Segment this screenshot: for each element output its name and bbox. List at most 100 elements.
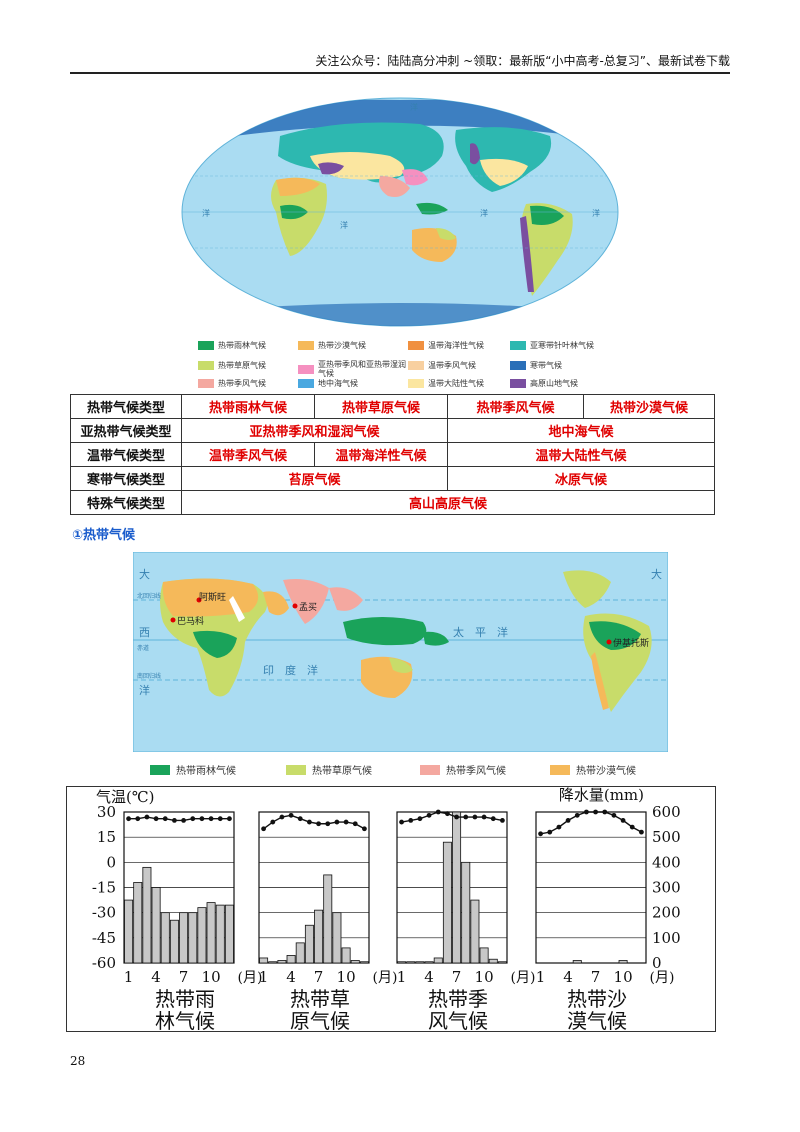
page-number: 28 <box>70 1054 86 1068</box>
map1-ocean-label: 洋 <box>202 208 210 218</box>
table-row: 热带气候类型 热带雨林气候 热带草原气候 热带季风气候 热带沙漠气候 <box>70 394 715 419</box>
panel-title-line2: 风气候 <box>428 1009 488 1030</box>
temperature-point <box>620 817 626 823</box>
temperature-point <box>463 814 469 820</box>
legend-item: 热带草原气候 <box>286 762 372 777</box>
legend-swatch <box>298 364 314 374</box>
table-cell: 温带季风气候 <box>181 442 315 467</box>
precipitation-bar <box>151 887 161 964</box>
precipitation-bar <box>224 904 234 964</box>
temperature-point <box>399 819 404 825</box>
temperature-point <box>639 829 644 835</box>
x-unit-label: (月) <box>238 970 263 986</box>
legend-swatch <box>286 764 306 775</box>
precipitation-bar <box>179 912 189 964</box>
precipitation-bar <box>197 907 207 964</box>
legend-swatch <box>408 361 424 370</box>
temperature-point <box>227 816 232 822</box>
precipitation-bar <box>442 841 452 964</box>
temperature-point <box>435 809 441 815</box>
header-rule <box>70 72 730 74</box>
city-label-aswan: 阿斯旺 <box>199 591 226 603</box>
equator-label: 赤道 <box>137 644 149 652</box>
temperature-point <box>426 812 432 818</box>
x-tick-label: 1 <box>397 968 407 986</box>
legend-item: 热带雨林气候 <box>198 340 266 351</box>
x-tick-label: 10 <box>337 968 356 986</box>
map2-ocean-label: 西 <box>139 626 150 639</box>
table-cell: 苔原气候 <box>181 466 448 491</box>
precipitation-bar <box>433 957 443 964</box>
legend-label: 热带沙漠气候 <box>318 341 366 350</box>
x-tick-label: 4 <box>563 968 573 986</box>
right-axis-title: 降水量(mm) <box>559 786 644 804</box>
precipitation-bar <box>461 861 471 964</box>
precipitation-bar <box>350 960 360 964</box>
precipitation-bar <box>359 961 369 964</box>
legend-swatch <box>298 379 314 388</box>
x-tick-label: 7 <box>591 968 601 986</box>
temperature-point <box>190 816 196 822</box>
legend-swatch <box>510 361 526 370</box>
legend-swatch <box>298 341 314 350</box>
right-tick-label: 300 <box>652 879 681 897</box>
temperature-point <box>144 814 150 820</box>
climate-charts: 气温(℃) 降水量(mm) 30 15 0 -15 -30 -45 -60 600 500 400 30… <box>92 786 681 1030</box>
table-row: 亚热带气候类型 亚热带季风和湿润气候 地中海气候 <box>70 418 715 443</box>
table-cell: 热带沙漠气候 <box>583 394 715 419</box>
legend-label: 热带雨林气候 <box>176 766 236 777</box>
temperature-point <box>307 819 312 825</box>
temperature-point <box>445 811 450 817</box>
temperature-point <box>261 826 266 832</box>
x-unit-label: (月) <box>650 970 675 986</box>
precipitation-bar <box>169 919 179 964</box>
legend-item: 热带季风气候 <box>198 378 266 389</box>
table-row: 温带气候类型 温带季风气候 温带海洋性气候 温带大陆性气候 <box>70 442 715 467</box>
tropic-of-cancer-label: 北回归线 <box>137 592 161 600</box>
legend-label: 亚热带季风和亚热带湿润气候 <box>318 360 406 378</box>
city-marker <box>606 639 612 645</box>
legend-item: 温带海洋性气候 <box>408 340 484 351</box>
legend-swatch <box>510 379 526 388</box>
table-row-header: 寒带气候类型 <box>70 466 182 491</box>
temperature-point <box>593 809 598 815</box>
table-cell: 温带大陆性气候 <box>447 442 715 467</box>
temperature-point <box>565 817 571 823</box>
table-row-header: 特殊气候类型 <box>70 490 182 515</box>
map1-ocean-label: 洋 <box>592 208 600 218</box>
precipitation-bar <box>452 811 462 964</box>
left-tick-label: -15 <box>92 879 116 897</box>
precipitation-bar <box>488 958 498 964</box>
panel-title-line1: 热带草 <box>290 987 350 1011</box>
temperature-point <box>611 812 617 818</box>
legend-swatch <box>408 341 424 350</box>
left-tick-label: 30 <box>97 803 116 821</box>
panel-title-line2: 漠气候 <box>567 1009 627 1030</box>
precipitation-bar <box>215 904 225 964</box>
precipitation-bar <box>304 924 314 964</box>
temperature-point <box>574 812 580 818</box>
panel-title-line2: 原气候 <box>290 1009 350 1030</box>
x-tick-label: 1 <box>259 968 269 986</box>
legend-item: 热带雨林气候 <box>150 762 236 777</box>
city-marker <box>170 617 176 623</box>
map2-ocean-label: 大 <box>139 567 150 581</box>
tropical-climate-map: 大 大 西 洋 太 平 洋 印 度 洋 北回归线 赤道 南回归线 阿斯旺 巴马科… <box>133 552 668 752</box>
precipitation-bar <box>397 961 407 964</box>
x-tick-label: 7 <box>452 968 462 986</box>
precipitation-bar <box>332 912 342 964</box>
legend-swatch <box>420 764 440 775</box>
temperature-point <box>316 821 321 827</box>
legend-item: 高原山地气候 <box>510 378 578 389</box>
precipitation-bar <box>277 960 287 964</box>
precipitation-bar <box>415 961 425 964</box>
precipitation-bar <box>259 957 269 964</box>
x-tick-label: 1 <box>536 968 546 986</box>
x-tick-label: 4 <box>286 968 296 986</box>
legend-item: 热带草原气候 <box>198 360 266 371</box>
x-tick-label: 7 <box>179 968 189 986</box>
temperature-point <box>325 821 331 827</box>
legend-label: 温带大陆性气候 <box>428 379 484 388</box>
right-tick-label: 400 <box>652 853 681 871</box>
table-cell: 冰原气候 <box>447 466 715 491</box>
